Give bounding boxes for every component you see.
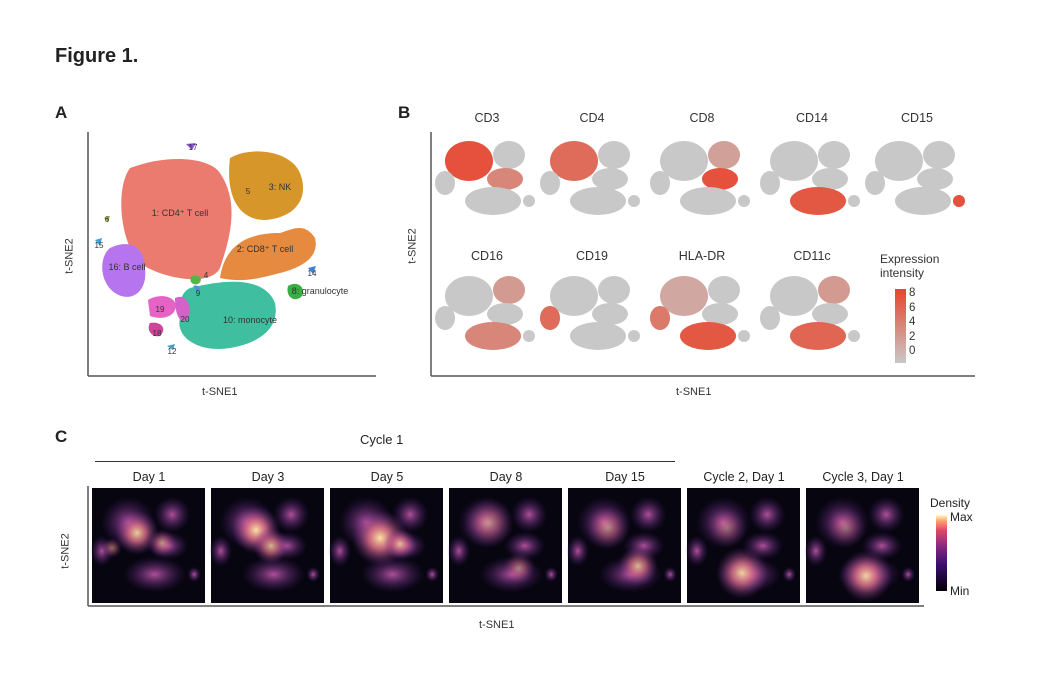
cluster-5-label: 5 (246, 187, 251, 196)
cluster-20-label: 20 (181, 315, 190, 324)
marker-map-cd14 (760, 141, 860, 215)
marker-label-cd14: CD14 (796, 111, 828, 125)
cluster-12-label: 12 (168, 347, 177, 356)
panel-c-density-grid (87, 486, 947, 607)
density-map-3 (328, 488, 443, 603)
marker-label-cd11c: CD11c (793, 249, 831, 263)
expression-tick: 8 (909, 287, 916, 299)
cluster-8-region (287, 283, 304, 300)
density-map-1 (90, 488, 205, 603)
marker-map-cd3 (435, 141, 535, 215)
density-map-6 (685, 488, 800, 603)
cluster-3-label: 3: NK (269, 182, 292, 192)
cluster-1-label: 1: CD4⁺ T cell (152, 208, 208, 218)
panel-b-marker-grid (430, 132, 975, 377)
cluster-9-label: 9 (196, 289, 201, 298)
cluster-2-region (220, 228, 316, 281)
cluster-1-region (121, 158, 232, 280)
panel-a-tsne-plot: 1: CD4⁺ T cell 2: CD8⁺ T cell 3: NK 5 16: B … (87, 132, 376, 377)
timepoint-label: Day 3 (251, 470, 285, 484)
cluster-19-label: 19 (156, 305, 165, 314)
marker-map-cd8 (650, 141, 750, 215)
panel-a-xlabel: t-SNE1 (202, 386, 238, 398)
panel-b-ylabel: t-SNE2 (406, 228, 419, 264)
marker-label-cd19: CD19 (576, 249, 608, 263)
timepoint-label: Cycle 2, Day 1 (703, 470, 785, 484)
panel-a-label: A (55, 103, 68, 122)
panel-b-label: B (398, 103, 411, 122)
expression-tick: 6 (909, 301, 916, 314)
expression-colorbar (895, 289, 906, 363)
density-map-5 (566, 488, 681, 603)
timepoint-label: Day 5 (370, 470, 404, 484)
density-map-7 (804, 488, 919, 603)
timepoint-label: Day 1 (132, 470, 166, 484)
cluster-17-label: 17 (189, 143, 198, 152)
density-map-4 (447, 488, 562, 603)
cluster-15-region (95, 238, 102, 246)
cluster-14-region (308, 266, 316, 274)
marker-label-hla-dr: HLA-DR (678, 249, 726, 263)
expression-legend-title-1: Expression (880, 252, 940, 266)
cluster-6-region (104, 216, 110, 222)
cycle-1-label: Cycle 1 (360, 432, 404, 447)
expression-tick: 0 (909, 345, 916, 357)
marker-label-cd4: CD4 (579, 111, 605, 125)
cluster-3-region (229, 151, 304, 220)
cluster-19-region (148, 296, 176, 318)
cluster-8-label: 8: granulocyte (292, 286, 349, 296)
cluster-20-region (175, 296, 190, 322)
marker-map-cd4 (540, 141, 640, 215)
marker-map-cd15 (865, 141, 965, 215)
cycle-1-bracket (95, 461, 675, 462)
panel-c-label: C (55, 427, 68, 446)
density-legend-min: Min (950, 584, 970, 598)
cluster-2-label: 2: CD8⁺ T cell (237, 244, 293, 254)
marker-label-cd8: CD8 (689, 111, 715, 125)
cluster-10-region (179, 281, 276, 349)
marker-label-cd15: CD15 (901, 111, 933, 125)
density-legend-title: Density (930, 496, 971, 510)
panel-c-ylabel: t-SNE2 (59, 533, 72, 569)
panel-a-ylabel: t-SNE2 (63, 238, 76, 274)
panel-b-xlabel: t-SNE1 (676, 386, 712, 398)
cluster-14-label: 14 (308, 269, 317, 278)
expression-legend-title-2: intensity (880, 266, 925, 280)
cluster-5-region (245, 188, 248, 190)
cluster-18-label: 18 (153, 329, 162, 338)
cluster-12-region (167, 344, 175, 350)
timepoint-label: Day 15 (605, 470, 645, 484)
cluster-4-label: 4 (204, 271, 209, 280)
marker-map-hla-dr (650, 276, 750, 350)
expression-tick: 2 (909, 330, 916, 343)
density-legend-max: Max (950, 510, 973, 524)
marker-map-cd11c (760, 276, 860, 350)
timepoint-label: Cycle 3, Day 1 (822, 470, 904, 484)
cluster-17-region (186, 143, 196, 150)
cluster-16-label: 16: B cell (108, 262, 145, 272)
figure-title: Figure 1. (55, 45, 139, 67)
cluster-15-label: 15 (95, 241, 104, 250)
panel-c-xlabel: t-SNE1 (479, 619, 515, 631)
cluster-4-region (190, 275, 201, 285)
expression-tick: 4 (909, 316, 916, 328)
marker-map-cd19 (540, 276, 640, 350)
timepoint-label: Day 8 (489, 470, 523, 484)
cluster-6-label: 6 (105, 215, 110, 224)
cluster-16-region (102, 244, 146, 297)
cluster-9-region (193, 285, 200, 292)
density-map-2 (209, 488, 324, 603)
marker-label-cd3: CD3 (474, 111, 500, 125)
density-colorbar (936, 515, 947, 591)
marker-label-cd16: CD16 (471, 249, 503, 263)
cluster-10-label: 10: monocyte (223, 315, 277, 325)
cluster-18-region (148, 322, 164, 337)
marker-map-cd16 (435, 276, 535, 350)
